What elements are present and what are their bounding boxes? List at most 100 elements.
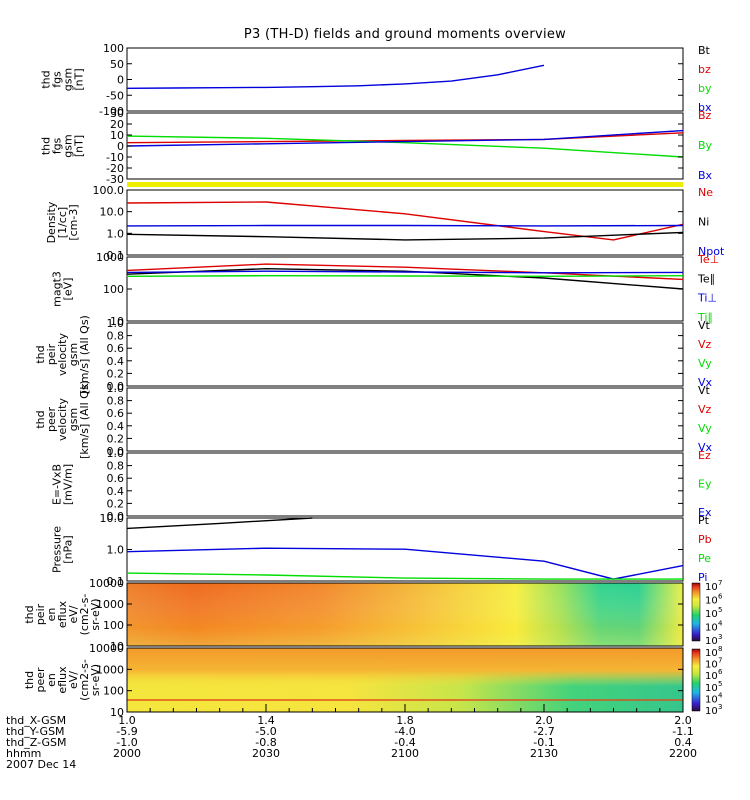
y-tick-label: 1.0: [107, 447, 125, 460]
y-tick-label: 10: [110, 315, 124, 328]
y-axis-title-line: thd: [34, 410, 47, 428]
y-tick-label: 100: [103, 685, 124, 698]
y-axis-title-line: eV/: [67, 605, 80, 623]
legend-Ey: Ey: [698, 478, 712, 491]
x-tick-label-y: -2.7: [533, 725, 554, 738]
y-axis-title-line: eflux: [56, 666, 69, 694]
legends: BtbzbybxBzByBxNeNiNpotTe⊥Te∥Ti⊥Ti∥VtVzVy…: [697, 44, 725, 584]
y-axis-title-line: thd: [40, 70, 53, 88]
legend-Bx: Bx: [698, 169, 713, 182]
legend-Ti⊥: Ti⊥: [697, 292, 717, 305]
y-tick-label: 100: [103, 283, 124, 296]
y-tick-label: 0.0: [107, 510, 125, 523]
colorbar-tick-label: 10: [705, 706, 718, 717]
x-tick-label-z: -0.4: [394, 736, 415, 749]
quality-flag-bar: [127, 182, 683, 187]
x-row-label-2: thd_Z-GSM: [6, 736, 66, 749]
y-axis-title-line: peir: [34, 603, 47, 625]
y-axis-title-line: gsm: [62, 134, 75, 157]
y-axis-title-line: gsm: [67, 408, 80, 431]
y-tick-label: 0.6: [107, 407, 125, 420]
peir-spectrogram-lowband: [127, 583, 683, 646]
panel-peir-velocity-frame: [126, 322, 684, 387]
colorbars: [691, 582, 701, 712]
y-tick-label: 0.4: [107, 420, 125, 433]
y-tick-label: 0.2: [107, 367, 125, 380]
y-axis-title-line: Pressure: [51, 526, 64, 573]
axes: 100500-50-1003020100-10-20-30100.010.01.…: [89, 42, 683, 719]
y-tick-label: 0.2: [107, 432, 125, 445]
peir-colorbar: [691, 582, 701, 642]
y-tick-label: 100: [103, 42, 124, 55]
panel-peer-velocity-frame: [126, 387, 684, 452]
series-Ne: [126, 201, 684, 241]
peer-spectrogram-highband: [127, 648, 683, 712]
y-tick-label: 30: [110, 107, 124, 120]
colorbar-tick-exponent: 5: [718, 606, 722, 614]
legend-bz: bz: [698, 63, 711, 76]
y-axis-title-line: gsm: [67, 343, 80, 366]
y-tick-label: 50: [110, 58, 124, 71]
peer-spectrogram-line: [127, 699, 683, 701]
y-axis-title-line: thd: [23, 671, 36, 689]
legend-Vt: Vt: [698, 319, 711, 332]
y-tick-label: 0.1: [107, 249, 125, 262]
y-axis-title-line: [eV]: [62, 278, 75, 301]
y-axis-title-line: [nT]: [73, 68, 86, 90]
x-tick-label-x: 1.0: [118, 714, 136, 727]
colorbar-tick-label: 10: [705, 683, 718, 694]
colorbar-tick-exponent: 7: [718, 657, 722, 665]
x-tick-label-x: 1.8: [396, 714, 414, 727]
y-tick-label: 0.4: [107, 485, 125, 498]
x-tick-label-time: 2030: [252, 747, 280, 760]
legend-Ex: Ex: [698, 506, 712, 519]
y-axis-title-line: thd: [34, 345, 47, 363]
y-axis-title-line: peer: [45, 407, 58, 433]
legend-by: by: [698, 82, 712, 95]
series-Bz: [126, 132, 684, 144]
y-axis-title-line: eV/: [67, 671, 80, 689]
peer-colorbar: [691, 648, 701, 712]
y-axis-title-line: [1/cc]: [56, 207, 69, 238]
y-tick-label: 0.4: [107, 355, 125, 368]
colorbar-tick-exponent: 3: [718, 633, 722, 641]
x-tick-label-x: 1.4: [257, 714, 275, 727]
y-tick-label: 1.0: [107, 227, 125, 240]
legend-Bt: Bt: [698, 44, 711, 57]
x-tick-label-y: -4.0: [394, 725, 415, 738]
series-By: [126, 135, 684, 158]
x-tick-label-y: -1.1: [672, 725, 693, 738]
x-tick-label-z: -1.0: [116, 736, 137, 749]
legend-Vt: Vt: [698, 384, 711, 397]
series-Ti⊥: [126, 270, 684, 274]
panel-fgs-gsm-zoom-frame: [126, 112, 684, 180]
colorbar-tick-label: 10: [705, 609, 718, 620]
y-axis-title-line: gsm: [62, 68, 75, 91]
x-tick-label-time: 2000: [113, 747, 141, 760]
y-axis-title-line: E=-VxB: [51, 464, 64, 505]
y-axis-title-line: velocity: [56, 333, 69, 376]
x-row-label-1: thd_Y-GSM: [6, 725, 65, 738]
y-tick-label: 100.0: [93, 184, 125, 197]
y-tick-label: 0.6: [107, 472, 125, 485]
y-axis-titles: thdfgsgsm[nT]thdfgsgsm[nT]Density[1/cc][…: [23, 68, 102, 701]
colorbar-tick-exponent: 7: [718, 579, 722, 587]
colorbar-tick-exponent: 5: [718, 680, 722, 688]
series-Pe: [126, 572, 683, 580]
legend-Te⊥: Te⊥: [697, 253, 719, 266]
data-traces: [126, 64, 684, 580]
colorbar-tick-label: 10: [705, 582, 718, 593]
legend-Vx: Vx: [698, 376, 713, 389]
y-tick-label: 1000: [96, 251, 124, 264]
y-tick-label: 10.0: [100, 206, 125, 219]
series-Pi: [126, 547, 684, 580]
peir-spectrogram-frame: [126, 582, 684, 647]
y-tick-label: -10: [106, 151, 124, 164]
y-tick-label: 0.8: [107, 395, 125, 408]
y-axis-title-line: eflux: [56, 600, 69, 628]
colorbar-tick-label: 10: [705, 596, 718, 607]
y-tick-label: 0.2: [107, 497, 125, 510]
series-Te∥: [126, 267, 684, 290]
y-tick-label: -20: [106, 162, 124, 175]
